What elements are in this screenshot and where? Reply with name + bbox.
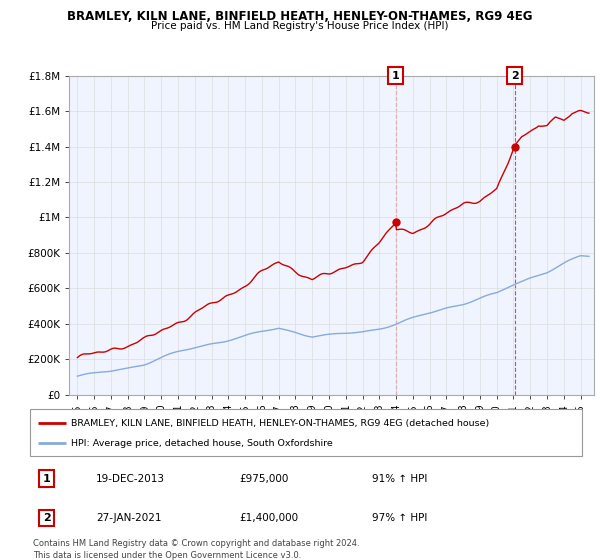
- Text: 91% ↑ HPI: 91% ↑ HPI: [372, 474, 428, 484]
- Text: Price paid vs. HM Land Registry's House Price Index (HPI): Price paid vs. HM Land Registry's House …: [151, 21, 449, 31]
- Text: HPI: Average price, detached house, South Oxfordshire: HPI: Average price, detached house, Sout…: [71, 438, 333, 447]
- Text: 1: 1: [43, 474, 50, 484]
- Text: Contains HM Land Registry data © Crown copyright and database right 2024.
This d: Contains HM Land Registry data © Crown c…: [33, 539, 359, 559]
- Text: BRAMLEY, KILN LANE, BINFIELD HEATH, HENLEY-ON-THAMES, RG9 4EG: BRAMLEY, KILN LANE, BINFIELD HEATH, HENL…: [67, 10, 533, 22]
- Text: 19-DEC-2013: 19-DEC-2013: [96, 474, 165, 484]
- Text: 27-JAN-2021: 27-JAN-2021: [96, 513, 162, 523]
- Text: £1,400,000: £1,400,000: [240, 513, 299, 523]
- Text: 2: 2: [43, 513, 50, 523]
- FancyBboxPatch shape: [30, 409, 582, 456]
- Text: 2: 2: [511, 71, 518, 81]
- Text: 97% ↑ HPI: 97% ↑ HPI: [372, 513, 428, 523]
- Text: BRAMLEY, KILN LANE, BINFIELD HEATH, HENLEY-ON-THAMES, RG9 4EG (detached house): BRAMLEY, KILN LANE, BINFIELD HEATH, HENL…: [71, 418, 490, 428]
- Text: 1: 1: [392, 71, 400, 81]
- Text: £975,000: £975,000: [240, 474, 289, 484]
